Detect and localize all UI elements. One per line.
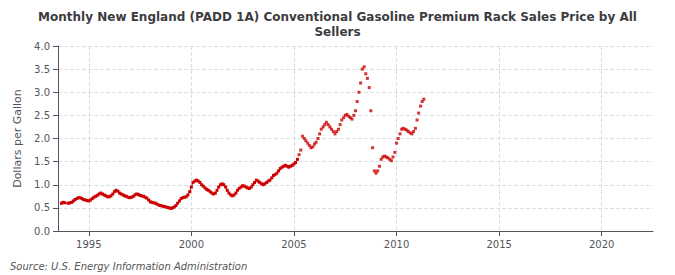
svg-text:Sellers: Sellers (314, 25, 360, 39)
svg-text:Source: U.S. Energy Informatio: Source: U.S. Energy Information Administ… (10, 261, 247, 272)
svg-text:2020: 2020 (589, 239, 614, 250)
svg-text:2010: 2010 (384, 239, 409, 250)
svg-text:Dollars per Gallon: Dollars per Gallon (11, 89, 24, 188)
svg-text:3.0: 3.0 (34, 87, 50, 98)
svg-text:2.0: 2.0 (34, 133, 50, 144)
svg-text:2005: 2005 (281, 239, 306, 250)
svg-text:4.0: 4.0 (34, 41, 50, 52)
svg-text:1.0: 1.0 (34, 179, 50, 190)
svg-text:2000: 2000 (179, 239, 204, 250)
svg-text:2.5: 2.5 (34, 110, 50, 121)
svg-text:3.5: 3.5 (34, 64, 50, 75)
svg-text:2015: 2015 (486, 239, 511, 250)
svg-text:0.5: 0.5 (34, 202, 50, 213)
svg-text:1.5: 1.5 (34, 156, 50, 167)
svg-text:0.0: 0.0 (34, 226, 50, 237)
svg-text:1995: 1995 (76, 239, 101, 250)
svg-text:Monthly New England (PADD 1A): Monthly New England (PADD 1A) Convention… (38, 10, 637, 24)
